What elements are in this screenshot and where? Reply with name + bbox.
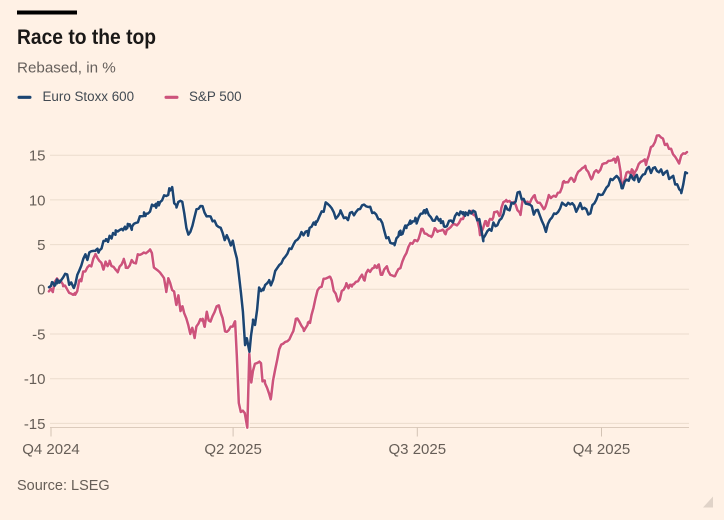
svg-text:10: 10 xyxy=(29,192,46,209)
svg-text:Race to the top: Race to the top xyxy=(17,26,156,49)
svg-text:Q4 2024: Q4 2024 xyxy=(22,441,80,458)
svg-text:-15: -15 xyxy=(24,416,46,433)
svg-text:Q4 2025: Q4 2025 xyxy=(573,441,631,458)
svg-text:Q3 2025: Q3 2025 xyxy=(389,441,447,458)
svg-text:15: 15 xyxy=(29,148,46,165)
svg-text:5: 5 xyxy=(37,237,45,254)
svg-text:Euro Stoxx 600: Euro Stoxx 600 xyxy=(43,89,135,104)
svg-text:S&P 500: S&P 500 xyxy=(189,89,242,104)
svg-text:0: 0 xyxy=(37,282,45,299)
svg-text:-5: -5 xyxy=(32,326,45,343)
svg-text:Rebased, in %: Rebased, in % xyxy=(17,60,116,77)
svg-text:Q2 2025: Q2 2025 xyxy=(204,441,262,458)
svg-text:Source: LSEG: Source: LSEG xyxy=(17,478,110,494)
svg-text:-10: -10 xyxy=(24,371,46,388)
